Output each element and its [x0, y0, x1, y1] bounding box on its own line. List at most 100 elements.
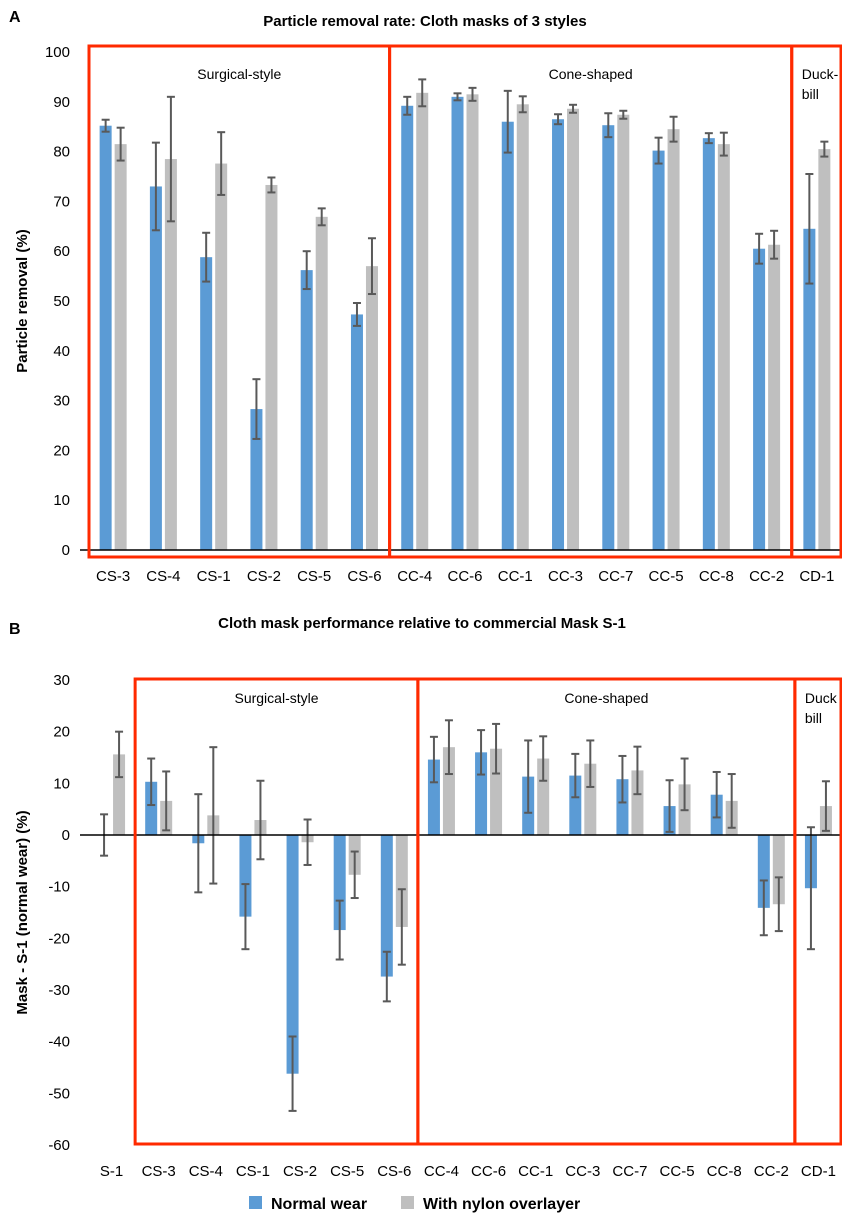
x-tick-label: CC-3	[565, 1163, 600, 1180]
region-box	[416, 677, 797, 1146]
bar	[416, 92, 429, 550]
bar	[717, 144, 730, 550]
x-tick-label: CS-3	[96, 568, 130, 585]
region-label-line: bill	[802, 86, 819, 102]
x-tick-label: CC-4	[397, 568, 432, 585]
x-tick-label: CS-5	[330, 1163, 364, 1180]
legend-label: With nylon overlayer	[423, 1196, 580, 1213]
region-label-line: Duck	[805, 690, 838, 706]
bar	[164, 159, 177, 550]
y-tick-label: -20	[48, 930, 70, 947]
x-tick-label: CS-6	[347, 568, 381, 585]
region-box	[790, 44, 842, 559]
bar	[401, 105, 414, 550]
y-tick-label: 60	[53, 243, 70, 260]
y-tick-label: 30	[53, 672, 70, 689]
x-tick-label: CC-5	[660, 1163, 695, 1180]
chart-panel-B: B Cloth mask performance relative to comm…	[9, 615, 842, 1180]
bar	[200, 257, 213, 550]
bar	[569, 775, 582, 835]
region-label: Cone-shaped	[564, 690, 648, 706]
x-tick-label: CC-4	[424, 1163, 459, 1180]
bar	[768, 244, 781, 550]
y-tick-label: 0	[62, 827, 70, 844]
bar	[149, 186, 162, 550]
bar	[365, 266, 378, 550]
x-tick-label: CC-2	[749, 568, 784, 585]
x-tick-label: CS-1	[197, 568, 231, 585]
bar	[537, 758, 550, 835]
region-label: Cone-shaped	[549, 66, 633, 82]
x-tick-label: CD-1	[801, 1163, 836, 1180]
region-box	[87, 44, 392, 559]
y-tick-label: 10	[53, 775, 70, 792]
bar	[380, 835, 393, 977]
x-tick-label: CS-4	[146, 568, 180, 585]
bar	[215, 163, 228, 550]
legend: Normal wear With nylon overlayer	[249, 1196, 580, 1213]
region-box	[388, 44, 794, 559]
region-label-line: bill	[805, 710, 822, 726]
y-tick-label: 0	[62, 542, 70, 559]
y-tick-label: 40	[53, 343, 70, 360]
region-label: Duck bill	[805, 690, 838, 726]
y-tick-label: 20	[53, 724, 70, 741]
bar	[552, 119, 565, 550]
x-tick-label: CS-2	[247, 568, 281, 585]
bar	[631, 770, 644, 835]
bar	[114, 144, 127, 550]
x-tick-label: S-1	[100, 1163, 123, 1180]
x-tick-label: CC-6	[471, 1163, 506, 1180]
y-tick-label: 50	[53, 293, 70, 310]
x-tick-label: CC-7	[598, 568, 633, 585]
bar	[490, 748, 503, 835]
x-tick-label: CS-1	[236, 1163, 270, 1180]
y-tick-label: 30	[53, 393, 70, 410]
bar	[772, 835, 785, 905]
region-label-line: Cone-shaped	[564, 690, 648, 706]
x-tick-label: CC-1	[498, 568, 533, 585]
bar	[333, 835, 346, 931]
y-tick-label: -30	[48, 982, 70, 999]
bar	[451, 96, 464, 550]
chart-title: Particle removal rate: Cloth masks of 3 …	[263, 13, 586, 30]
bar	[567, 108, 580, 550]
y-axis-label: Mask - S-1 (normal wear) (%)	[14, 810, 31, 1014]
x-tick-label: CC-2	[754, 1163, 789, 1180]
bar	[757, 835, 770, 908]
region-label-line: Surgical-style	[234, 690, 318, 706]
bar	[475, 752, 488, 835]
y-tick-label: -10	[48, 879, 70, 896]
bar	[300, 270, 313, 550]
bar	[602, 125, 615, 551]
bar	[145, 781, 158, 835]
x-tick-label: CC-7	[612, 1163, 647, 1180]
x-tick-label: CS-4	[189, 1163, 223, 1180]
x-tick-label: CC-6	[447, 568, 482, 585]
y-tick-label: -60	[48, 1137, 70, 1154]
bar	[667, 129, 680, 550]
x-tick-label: CC-8	[699, 568, 734, 585]
y-tick-label: 10	[53, 492, 70, 509]
bar	[753, 248, 766, 550]
bar	[616, 779, 629, 835]
x-tick-label: CS-3	[142, 1163, 176, 1180]
x-tick-label: CC-1	[518, 1163, 553, 1180]
x-tick-label: CD-1	[799, 568, 834, 585]
y-tick-label: 70	[53, 193, 70, 210]
y-tick-label: 80	[53, 144, 70, 161]
panel-letter: A	[9, 9, 21, 26]
bar	[442, 747, 455, 835]
legend-label: Normal wear	[271, 1196, 367, 1213]
chart-title: Cloth mask performance relative to comme…	[218, 615, 626, 632]
bar	[395, 835, 408, 927]
bar	[617, 114, 630, 551]
bar	[113, 754, 126, 835]
bar	[239, 835, 252, 917]
x-tick-label: CC-3	[548, 568, 583, 585]
y-tick-label: 90	[53, 94, 70, 111]
x-tick-label: CS-6	[377, 1163, 411, 1180]
y-tick-label: 100	[45, 44, 70, 61]
legend-swatch	[401, 1196, 414, 1209]
